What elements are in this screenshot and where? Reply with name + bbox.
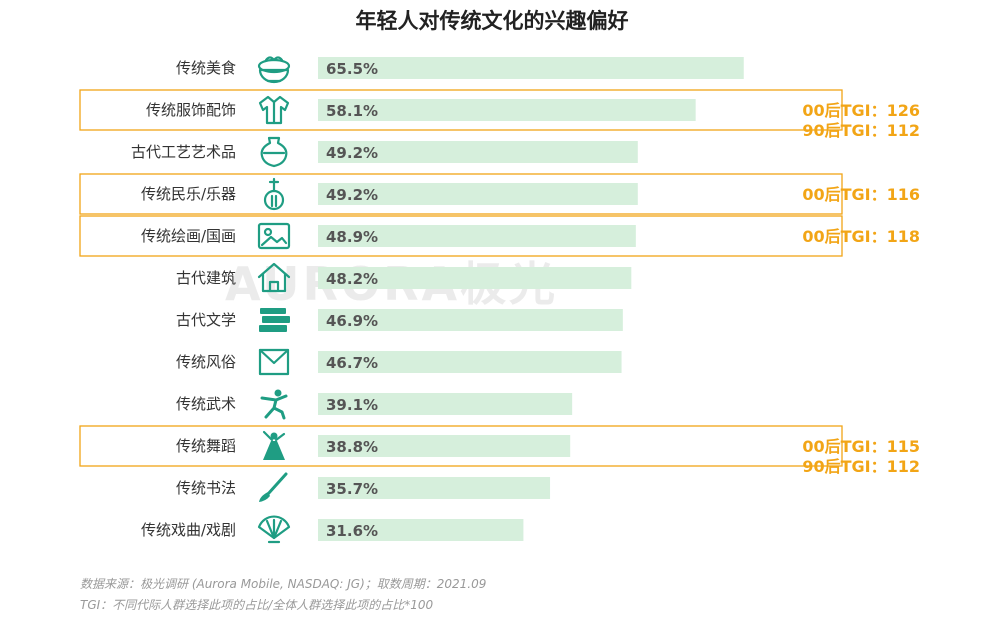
lute-icon: [263, 177, 285, 211]
category-label: 古代建筑: [176, 269, 236, 287]
category-label: 传统民乐/乐器: [141, 185, 236, 203]
category-label: 传统风俗: [176, 353, 236, 371]
tgi-annotation: 00后TGI：126: [802, 101, 920, 120]
value-label: 49.2%: [326, 144, 378, 162]
value-label: 31.6%: [326, 522, 378, 540]
category-label: 古代工艺艺术品: [131, 143, 236, 161]
tgi-annotation: 00后TGI：116: [802, 185, 920, 204]
clothing-icon: [258, 95, 290, 125]
brush-icon: [259, 472, 288, 502]
vase-icon: [260, 136, 288, 168]
bar: [318, 519, 524, 541]
value-label: 58.1%: [326, 102, 378, 120]
bar: [318, 57, 744, 79]
category-label: 传统绘画/国画: [141, 227, 236, 245]
bar: [318, 309, 623, 331]
category-label: 传统武术: [176, 395, 236, 413]
fan-icon: [257, 515, 291, 544]
category-label: 传统服饰配饰: [146, 101, 236, 119]
bar: [318, 225, 636, 247]
value-label: 48.2%: [326, 270, 378, 288]
value-label: 65.5%: [326, 60, 378, 78]
bar: [318, 141, 638, 163]
bar: [318, 435, 571, 457]
tgi-annotation: 90后TGI：112: [802, 457, 920, 476]
category-label: 传统书法: [176, 479, 236, 497]
bar: [318, 393, 573, 415]
bar: [318, 351, 622, 373]
painting-icon: [257, 222, 291, 250]
source-note: 数据来源：极光调研 (Aurora Mobile, NASDAQ: JG)；取数…: [80, 577, 486, 591]
martial-arts-icon: [260, 389, 288, 420]
highlight-box: [79, 173, 843, 215]
value-label: 38.8%: [326, 438, 378, 456]
tgi-annotation: 00后TGI：118: [802, 227, 920, 246]
value-label: 35.7%: [326, 480, 378, 498]
category-label: 传统舞蹈: [176, 437, 236, 455]
food-bowl-icon: [257, 56, 291, 84]
highlight-box: [79, 425, 843, 467]
bar: [318, 183, 638, 205]
chart-title: 年轻人对传统文化的兴趣偏好: [356, 9, 629, 33]
value-label: 49.2%: [326, 186, 378, 204]
highlight-box: [79, 89, 843, 131]
value-label: 48.9%: [326, 228, 378, 246]
tgi-annotation: 90后TGI：112: [802, 121, 920, 140]
highlight-box: [79, 215, 843, 257]
bar: [318, 99, 696, 121]
bar: [318, 477, 551, 499]
value-label: 46.9%: [326, 312, 378, 330]
value-label: 46.7%: [326, 354, 378, 372]
tgi-note: TGI：不同代际人群选择此项的占比/全体人群选择此项的占比*100: [80, 598, 433, 612]
value-label: 39.1%: [326, 396, 378, 414]
books-icon: [259, 308, 290, 332]
category-label: 古代文学: [176, 311, 236, 329]
bar: [318, 267, 632, 289]
envelope-icon: [258, 348, 290, 376]
dancer-icon: [262, 430, 286, 460]
house-icon: [257, 262, 291, 293]
tgi-annotation: 00后TGI：115: [802, 437, 920, 456]
category-label: 传统戏曲/戏剧: [141, 521, 236, 539]
category-label: 传统美食: [176, 59, 236, 77]
